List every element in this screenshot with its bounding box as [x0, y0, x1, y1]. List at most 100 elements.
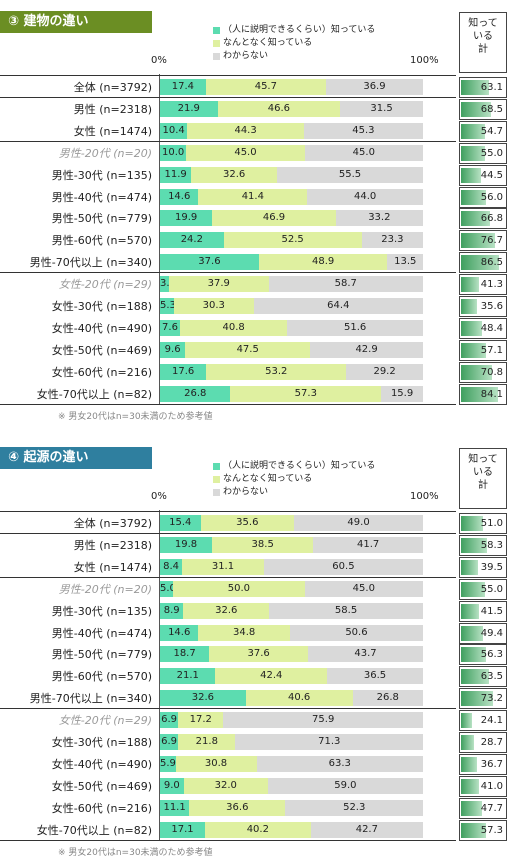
known-total-value: 41.0 [480, 780, 503, 792]
legend-swatch [213, 40, 220, 47]
known-total-bar [461, 167, 481, 183]
known-total-bar [461, 669, 489, 685]
bar-segment: 40.8 [179, 319, 288, 336]
row-label: 男性-40代 (n=474) [51, 626, 152, 640]
legend-swatch [213, 489, 220, 496]
known-total-cell: 49.4 [459, 622, 507, 644]
bar-segment: 21.8 [178, 734, 236, 750]
axis-label-0: 0% [151, 491, 167, 502]
bar-segment: 15.9 [381, 385, 423, 402]
legend-label: わからない [223, 487, 269, 497]
row-label: 男性-40代 (n=474) [51, 190, 152, 204]
row-separator [0, 96, 456, 98]
known-total-bar [461, 800, 482, 816]
known-total-cell: 63.1 [459, 77, 507, 98]
row-label: 男性-30代 (n=135) [51, 168, 152, 182]
known-total-bar [461, 123, 486, 139]
bar-segment: 10.0 [160, 144, 187, 161]
bar-segment: 64.4 [253, 298, 423, 314]
bar-segment: 50.6 [289, 624, 423, 641]
bar-segment: 23.3 [361, 232, 423, 249]
row-label: 全体 (n=3792) [73, 517, 152, 530]
bar-segment: 26.8 [352, 690, 423, 707]
known-total-bar [461, 516, 484, 531]
row-label: 女性-30代 (n=188) [51, 736, 152, 749]
bar-segment: 18.7 [160, 646, 210, 663]
bar-segment: 45.3 [303, 122, 423, 139]
legend-item: （人に説明できるくらい）知っている [213, 24, 375, 37]
bar-segment: 41.7 [313, 536, 423, 553]
known-total-bar [461, 145, 486, 161]
known-total-cell: 70.8 [459, 361, 507, 383]
bar-segment: 46.9 [212, 210, 336, 227]
known-total-value: 57.3 [480, 824, 503, 836]
section-title: ③ 建物の違い [0, 11, 152, 33]
axis-label-100: 100% [410, 491, 439, 502]
bar-segment: 45.0 [186, 144, 305, 161]
bar-segment: 45.0 [304, 144, 423, 161]
axis-label-100: 100% [410, 55, 439, 66]
legend-item: なんとなく知っている [213, 473, 375, 486]
row-label: 男性-70代以上 (n=340) [29, 256, 152, 270]
known-total-bar [461, 277, 480, 293]
known-total-cell: 44.5 [459, 164, 507, 186]
bar-segment: 37.6 [209, 646, 309, 663]
axis-label-0: 0% [151, 55, 167, 66]
known-total-value: 44.5 [480, 169, 503, 181]
known-total-value: 70.8 [480, 366, 503, 378]
bar-segment: 31.1 [182, 558, 264, 575]
row-separator [0, 272, 456, 274]
bar-segment: 40.2 [204, 821, 311, 838]
known-total-cell: 41.5 [459, 600, 507, 622]
known-total-value: 84.1 [480, 388, 503, 400]
bar-segment: 43.7 [308, 646, 423, 663]
row-label: 男性-20代 (n=20) [58, 146, 152, 160]
known-total-value: 63.1 [480, 82, 503, 93]
known-total-bar [461, 386, 498, 402]
row-label: 男性-30代 (n=135) [51, 604, 152, 618]
bar-segment: 8.9 [160, 602, 184, 619]
footnote: ※ 男女20代はn=30未満のため参考値 [58, 411, 213, 422]
bar-segment: 31.5 [340, 100, 423, 117]
row-label: 女性-40代 (n=490) [51, 321, 152, 335]
legend-item: なんとなく知っている [213, 37, 375, 50]
axis-line [159, 510, 160, 841]
known-total-value: 51.0 [480, 518, 503, 529]
bar-segment: 37.9 [168, 276, 269, 293]
row-separator [0, 532, 456, 534]
known-total-value: 57.1 [480, 344, 503, 356]
bar-segment: 42.7 [310, 821, 423, 838]
row-label: 女性 (n=1474) [73, 560, 152, 574]
bar-segment: 21.1 [160, 668, 216, 685]
known-total-cell: 58.3 [459, 534, 507, 556]
bar-segment: 55.5 [277, 166, 423, 183]
row-label: 男性-60代 (n=570) [51, 670, 152, 684]
known-total-cell: 36.7 [459, 753, 507, 775]
known-total-cell: 63.5 [459, 666, 507, 688]
row-label: 男性-60代 (n=570) [51, 234, 152, 248]
known-total-bar [461, 691, 494, 707]
known-total-value: 68.5 [480, 103, 503, 115]
known-total-value: 41.5 [480, 605, 503, 617]
legend-item: わからない [213, 486, 375, 499]
bar-segment: 71.3 [235, 734, 423, 750]
bar-segment: 29.2 [346, 363, 423, 380]
bar-segment: 19.9 [160, 210, 213, 227]
known-total-bar [461, 189, 486, 205]
bar-segment: 26.8 [160, 385, 231, 402]
bar-segment: 13.5 [387, 254, 423, 271]
bar-segment: 32.6 [160, 690, 246, 707]
known-total-value: 41.3 [480, 279, 503, 291]
bar-segment: 44.0 [307, 188, 423, 205]
bar-segment: 46.6 [217, 100, 341, 117]
known-total-value: 24.1 [480, 715, 503, 727]
legend-swatch [213, 463, 220, 470]
row-label: 女性-70代以上 (n=82) [36, 823, 152, 837]
known-total-cell: 55.0 [459, 578, 507, 600]
legend-swatch [213, 53, 220, 60]
row-label: 男性-70代以上 (n=340) [29, 692, 152, 706]
bar-segment: 38.5 [212, 536, 314, 553]
legend-label: なんとなく知っている [223, 474, 313, 484]
bar-segment: 59.0 [267, 777, 423, 794]
known-total-cell: 54.7 [459, 120, 507, 142]
